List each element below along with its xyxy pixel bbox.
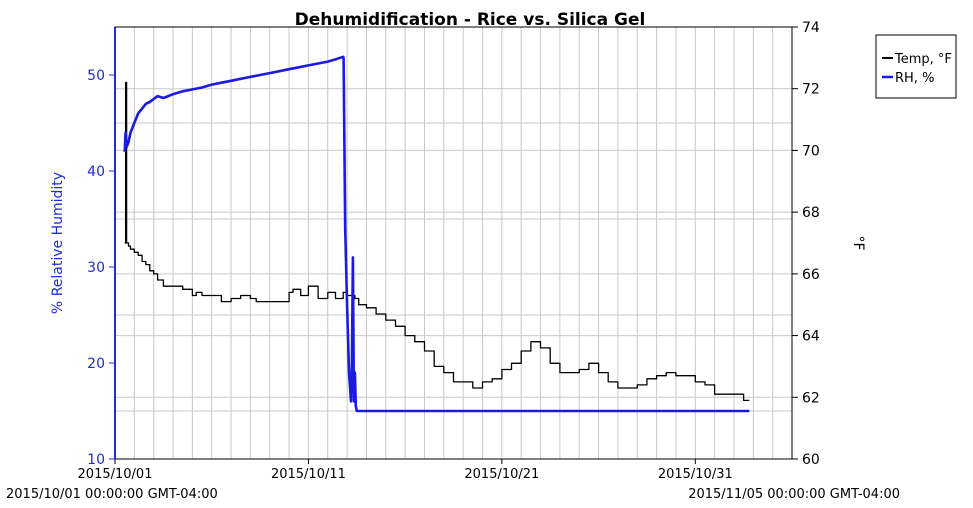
x-range-start-label: 2015/10/01 00:00:00 GMT-04:00 bbox=[6, 487, 218, 502]
left-tick-label: 20 bbox=[87, 356, 105, 372]
chart-title: Dehumidification - Rice vs. Silica Gel bbox=[295, 10, 646, 30]
left-tick-label: 10 bbox=[87, 452, 105, 468]
right-tick-label: 70 bbox=[802, 143, 820, 159]
right-tick-label: 68 bbox=[802, 205, 820, 221]
legend-label-rh: RH, % bbox=[895, 71, 934, 86]
rh-series-line bbox=[123, 55, 750, 413]
right-tick-label: 74 bbox=[802, 20, 820, 36]
temp-series-line bbox=[124, 81, 750, 402]
x-tick-label: 2015/10/31 bbox=[658, 467, 733, 482]
right-axis-ticks: 60 62 64 66 68 70 72 74 bbox=[792, 20, 820, 468]
x-range-end-label: 2015/11/05 00:00:00 GMT-04:00 bbox=[688, 487, 900, 502]
left-tick-label: 40 bbox=[87, 164, 105, 180]
right-axis-label: °F bbox=[850, 235, 866, 250]
left-axis-label: % Relative Humidity bbox=[50, 172, 66, 314]
x-tick-label: 2015/10/21 bbox=[464, 467, 539, 482]
right-tick-label: 66 bbox=[802, 267, 820, 283]
x-axis-ticks: 2015/10/01 2015/10/11 2015/10/21 2015/10/31 bbox=[78, 459, 733, 482]
left-tick-label: 30 bbox=[87, 260, 105, 276]
x-tick-label: 2015/10/01 bbox=[78, 467, 153, 482]
plot-frame bbox=[114, 26, 793, 460]
x-tick-label: 2015/10/11 bbox=[271, 467, 346, 482]
right-tick-label: 60 bbox=[802, 452, 820, 468]
legend-label-temp: Temp, °F bbox=[894, 52, 952, 67]
left-tick-label: 50 bbox=[87, 68, 105, 84]
legend: Temp, °F RH, % bbox=[875, 34, 957, 99]
left-axis-ticks: 10 20 30 40 50 bbox=[87, 68, 115, 468]
grid bbox=[115, 26, 792, 460]
series-layer bbox=[123, 55, 750, 413]
right-tick-label: 62 bbox=[802, 390, 820, 406]
legend-box bbox=[875, 34, 957, 99]
right-tick-label: 64 bbox=[802, 329, 820, 345]
right-tick-label: 72 bbox=[802, 82, 820, 98]
